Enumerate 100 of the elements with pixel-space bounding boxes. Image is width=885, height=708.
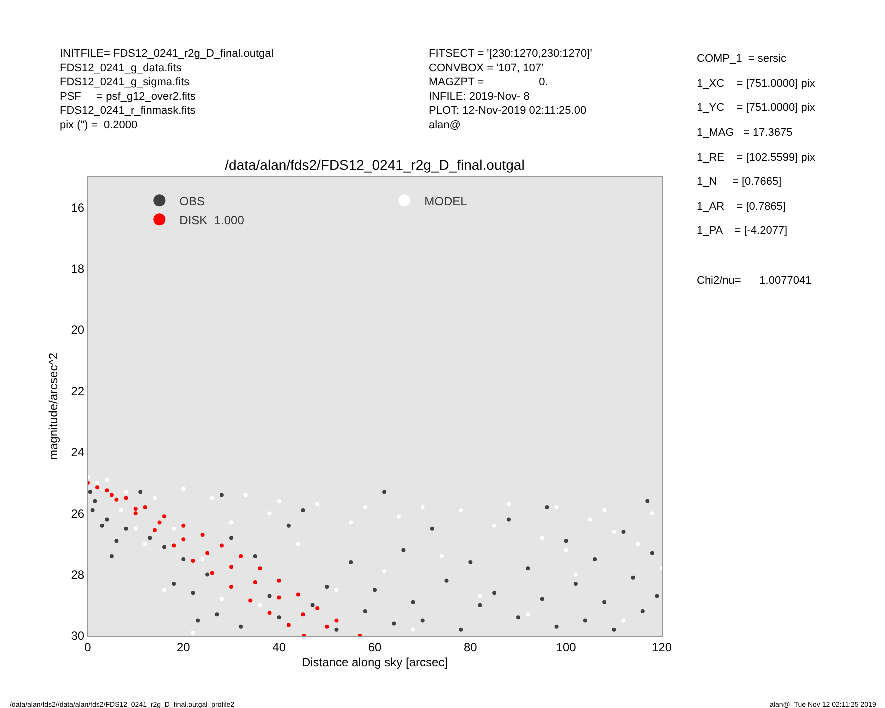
point	[191, 559, 196, 564]
point	[631, 576, 636, 580]
point	[134, 512, 138, 516]
point	[506, 518, 511, 522]
point	[230, 536, 234, 540]
point	[325, 624, 330, 629]
point	[158, 520, 162, 525]
point	[90, 508, 95, 513]
point	[220, 493, 224, 498]
point	[540, 597, 544, 602]
point	[602, 508, 607, 513]
point	[258, 603, 262, 608]
point	[96, 481, 100, 485]
point	[277, 596, 282, 600]
point	[506, 502, 511, 506]
point	[459, 508, 464, 513]
point	[110, 493, 114, 498]
point	[411, 600, 416, 604]
point	[349, 520, 354, 525]
y-tick-label: 20	[71, 323, 85, 338]
point	[636, 542, 640, 546]
point	[420, 618, 425, 623]
point	[152, 496, 157, 500]
point	[277, 578, 282, 583]
y-tick-label: 26	[71, 506, 85, 521]
point	[430, 526, 434, 531]
y-tick-label: 24	[71, 446, 85, 460]
point	[206, 572, 210, 577]
text: 1_AR = [0.7865]	[697, 201, 786, 213]
text: INITFILE= FDS12_0241_r2g_D_final.outgal FDS12_0241_g_data.fits FDS12_0241_g_sigma.fits PSF = psf_g12_over2.fits FDS12_0241_r_finmask.fits pix (") = 0.2000	[60, 48, 274, 132]
point	[402, 548, 406, 552]
point	[239, 554, 244, 558]
point	[182, 524, 186, 528]
point	[200, 533, 205, 538]
point	[143, 505, 148, 510]
point	[640, 610, 645, 614]
point	[650, 551, 654, 556]
point	[215, 612, 220, 617]
point	[119, 508, 124, 513]
point	[230, 565, 234, 570]
point	[554, 505, 559, 510]
text: 1_MAG = 17.3675	[697, 127, 793, 139]
point	[349, 560, 354, 565]
point	[301, 508, 306, 513]
point	[650, 512, 654, 516]
point	[373, 588, 377, 592]
point	[114, 539, 119, 544]
point	[574, 582, 578, 586]
point	[210, 496, 214, 500]
point	[88, 490, 92, 494]
x-tick-label: 60	[368, 640, 382, 654]
point	[325, 585, 330, 590]
x-tick-label: 40	[272, 640, 286, 654]
text: 1_XC = [751.0000] pix	[697, 78, 816, 90]
point	[182, 487, 186, 492]
point	[124, 496, 128, 500]
y-tick-label: 18	[71, 262, 85, 276]
x-tick-label: 0	[84, 640, 92, 654]
point	[316, 606, 320, 610]
point	[196, 618, 200, 623]
point	[593, 558, 598, 562]
legend-label: DISK 1.000	[180, 213, 245, 228]
point	[105, 518, 110, 522]
point	[124, 490, 128, 494]
point	[334, 618, 339, 623]
point	[206, 551, 210, 556]
point	[143, 542, 148, 546]
point	[162, 545, 167, 550]
point	[105, 488, 110, 493]
point	[286, 524, 291, 528]
legend-label: MODEL	[424, 194, 468, 208]
y-tick-label: 28	[71, 568, 85, 582]
point	[138, 490, 143, 494]
point	[526, 612, 530, 617]
point	[459, 628, 464, 632]
y-tick-label: 30	[71, 629, 85, 644]
point	[277, 616, 282, 620]
point	[110, 554, 114, 558]
point	[622, 618, 626, 623]
point	[258, 566, 262, 571]
text: 1_RE = [102.5599] pix	[697, 152, 816, 164]
point	[468, 560, 473, 565]
y-tick-label: 22	[71, 384, 85, 398]
point	[564, 548, 568, 552]
point	[363, 610, 368, 614]
point	[478, 594, 482, 598]
point	[124, 526, 128, 531]
point	[382, 490, 387, 494]
text: 1_PA = [-4.2077]	[697, 225, 788, 237]
point	[588, 518, 592, 522]
point	[574, 572, 578, 577]
point	[301, 612, 306, 617]
x-axis-title: Distance along sky [arcsec]	[302, 655, 448, 670]
point	[220, 544, 224, 548]
point	[210, 571, 214, 576]
point	[526, 566, 530, 571]
point	[286, 623, 291, 628]
point	[182, 538, 186, 542]
point	[105, 478, 110, 482]
point	[296, 542, 300, 546]
